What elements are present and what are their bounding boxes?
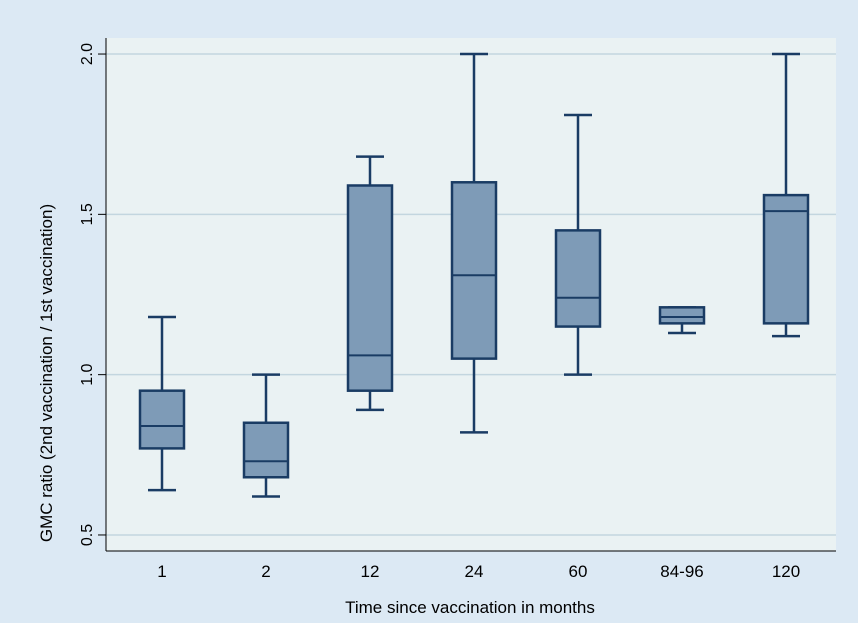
box-item xyxy=(762,52,810,338)
x-tick-label: 1 xyxy=(157,562,166,581)
box-iqr xyxy=(450,181,498,360)
box-series xyxy=(138,52,810,498)
y-tick-label: 1.5 xyxy=(79,203,96,225)
box-iqr xyxy=(138,389,186,450)
box-iqr xyxy=(346,184,394,392)
x-tick-label: 120 xyxy=(772,562,800,581)
x-tick-label: 60 xyxy=(569,562,588,581)
y-tick-label: 2.0 xyxy=(79,43,96,65)
box-item xyxy=(242,373,290,498)
y-axis-label: GMC ratio (2nd vaccination / 1st vaccina… xyxy=(37,204,56,542)
x-tick-label: 84-96 xyxy=(660,562,703,581)
box-item xyxy=(346,155,394,412)
box-iqr xyxy=(554,229,602,328)
box-iqr xyxy=(242,421,290,479)
box-item xyxy=(450,52,498,434)
box-item xyxy=(554,113,602,376)
y-tick-label: 1.0 xyxy=(79,363,96,385)
box-iqr xyxy=(658,306,706,325)
x-tick-label: 24 xyxy=(465,562,484,581)
x-tick-label: 12 xyxy=(361,562,380,581)
box-item xyxy=(138,315,186,492)
y-tick-label: 0.5 xyxy=(79,524,96,546)
box-iqr xyxy=(762,193,810,325)
axes: 0.51.01.52.01 2 12 24 60 84-96 120 xyxy=(79,38,836,581)
x-tick-label: 2 xyxy=(261,562,270,581)
x-axis-label: Time since vaccination in months xyxy=(345,598,595,617)
box-item xyxy=(658,306,706,335)
